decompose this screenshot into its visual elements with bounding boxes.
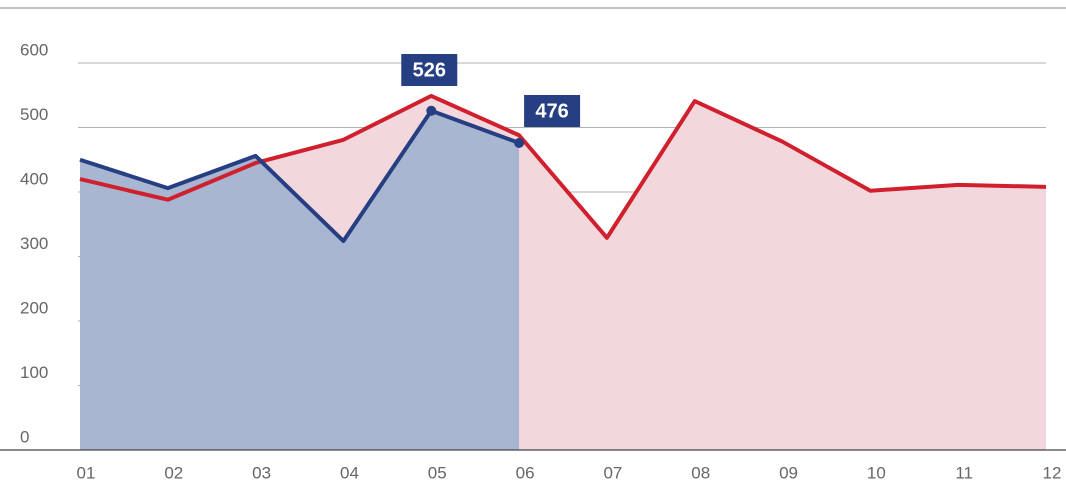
- x-tick-label: 03: [252, 463, 271, 482]
- area: [80, 110, 520, 450]
- x-tick-label: 12: [1043, 463, 1062, 482]
- value-label: 476: [535, 100, 568, 122]
- y-tick-label: 400: [20, 169, 48, 188]
- value-label-box: [524, 95, 581, 127]
- value-label: 526: [413, 59, 446, 81]
- x-tick-label: 10: [867, 463, 886, 482]
- y-tick-label: 200: [20, 298, 48, 317]
- x-tick-label: 01: [77, 463, 96, 482]
- x-tick-label: 07: [603, 463, 622, 482]
- x-tick-label: 02: [164, 463, 183, 482]
- x-tick-label: 11: [955, 463, 973, 482]
- x-tick-label: 05: [428, 463, 447, 482]
- line: [79, 93, 1047, 240]
- x-tick-label: 06: [516, 463, 535, 482]
- x-tick-label: 09: [779, 463, 798, 482]
- y-tick-label: 100: [20, 363, 48, 382]
- y-tick-label: 500: [20, 105, 48, 124]
- y-tick-label: 300: [20, 234, 48, 253]
- point: [514, 137, 525, 148]
- y-tick-label: 600: [20, 40, 48, 59]
- value-label-box: [401, 54, 458, 86]
- x-tick-label: 08: [691, 463, 710, 482]
- line: [79, 108, 520, 244]
- point: [426, 105, 437, 116]
- x-tick-label: 04: [340, 463, 359, 482]
- y-tick-label: 0: [20, 427, 29, 446]
